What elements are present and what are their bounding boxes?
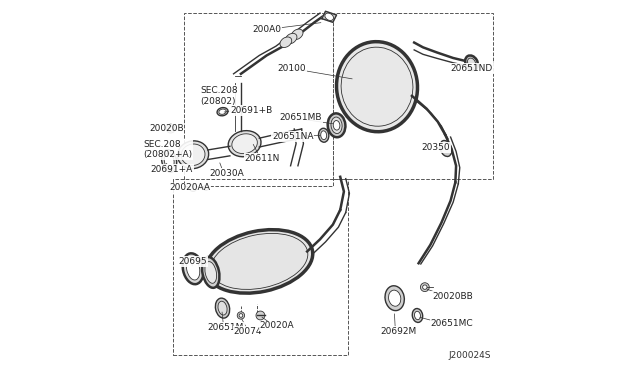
Text: 20020A: 20020A xyxy=(259,321,294,330)
Text: 20020BB: 20020BB xyxy=(432,292,473,301)
Text: 20695: 20695 xyxy=(179,257,207,266)
Ellipse shape xyxy=(467,58,476,67)
Ellipse shape xyxy=(385,286,404,311)
Ellipse shape xyxy=(465,55,478,70)
Text: 20651MB: 20651MB xyxy=(280,113,322,122)
Ellipse shape xyxy=(415,311,420,320)
Ellipse shape xyxy=(440,141,452,157)
Text: J200024S: J200024S xyxy=(449,351,491,360)
Ellipse shape xyxy=(285,33,297,44)
Text: 20020B: 20020B xyxy=(149,125,184,134)
Bar xyxy=(333,13,493,179)
Ellipse shape xyxy=(232,134,257,154)
Text: 20651M: 20651M xyxy=(208,323,244,332)
Circle shape xyxy=(420,283,429,292)
Ellipse shape xyxy=(177,141,209,169)
Text: 20691+B: 20691+B xyxy=(230,106,272,115)
Text: 20020AA: 20020AA xyxy=(169,183,210,192)
Ellipse shape xyxy=(164,153,174,169)
Ellipse shape xyxy=(206,230,313,293)
Circle shape xyxy=(422,285,427,289)
Circle shape xyxy=(256,311,265,320)
Text: 20651NA: 20651NA xyxy=(272,132,314,141)
Ellipse shape xyxy=(218,301,227,315)
Circle shape xyxy=(204,185,209,190)
Text: 20100: 20100 xyxy=(278,64,307,73)
Circle shape xyxy=(237,312,244,319)
Circle shape xyxy=(189,184,196,192)
Bar xyxy=(173,179,348,355)
Ellipse shape xyxy=(228,131,261,157)
Text: 20030A: 20030A xyxy=(210,169,244,177)
Ellipse shape xyxy=(325,13,333,20)
Circle shape xyxy=(166,124,175,133)
Text: SEC.208
(20802+A): SEC.208 (20802+A) xyxy=(143,140,193,159)
Text: 20350: 20350 xyxy=(421,143,450,152)
Ellipse shape xyxy=(328,113,346,137)
Ellipse shape xyxy=(162,150,177,172)
Ellipse shape xyxy=(319,128,329,142)
Ellipse shape xyxy=(321,131,326,140)
Ellipse shape xyxy=(333,121,340,130)
Ellipse shape xyxy=(291,29,303,40)
Circle shape xyxy=(239,314,243,317)
Ellipse shape xyxy=(388,290,401,306)
Text: 20651ND: 20651ND xyxy=(451,64,493,73)
Ellipse shape xyxy=(181,144,205,166)
Text: 20611N: 20611N xyxy=(244,154,280,163)
Ellipse shape xyxy=(205,262,216,283)
Ellipse shape xyxy=(216,298,230,318)
Ellipse shape xyxy=(219,109,226,114)
Bar xyxy=(184,13,333,186)
Ellipse shape xyxy=(202,257,220,288)
Text: 200A0: 200A0 xyxy=(252,25,281,34)
Ellipse shape xyxy=(217,108,228,116)
Circle shape xyxy=(168,126,173,131)
Text: 20074: 20074 xyxy=(234,327,262,336)
Text: 20651MC: 20651MC xyxy=(430,320,473,328)
Ellipse shape xyxy=(186,257,200,280)
Polygon shape xyxy=(322,11,337,22)
Text: SEC.208
(20802): SEC.208 (20802) xyxy=(200,86,238,106)
Ellipse shape xyxy=(182,253,204,284)
Ellipse shape xyxy=(331,117,342,134)
Ellipse shape xyxy=(280,37,292,48)
Ellipse shape xyxy=(412,308,422,323)
Text: 20692M: 20692M xyxy=(381,327,417,336)
Text: 20691+A: 20691+A xyxy=(151,165,193,174)
Ellipse shape xyxy=(337,42,417,132)
